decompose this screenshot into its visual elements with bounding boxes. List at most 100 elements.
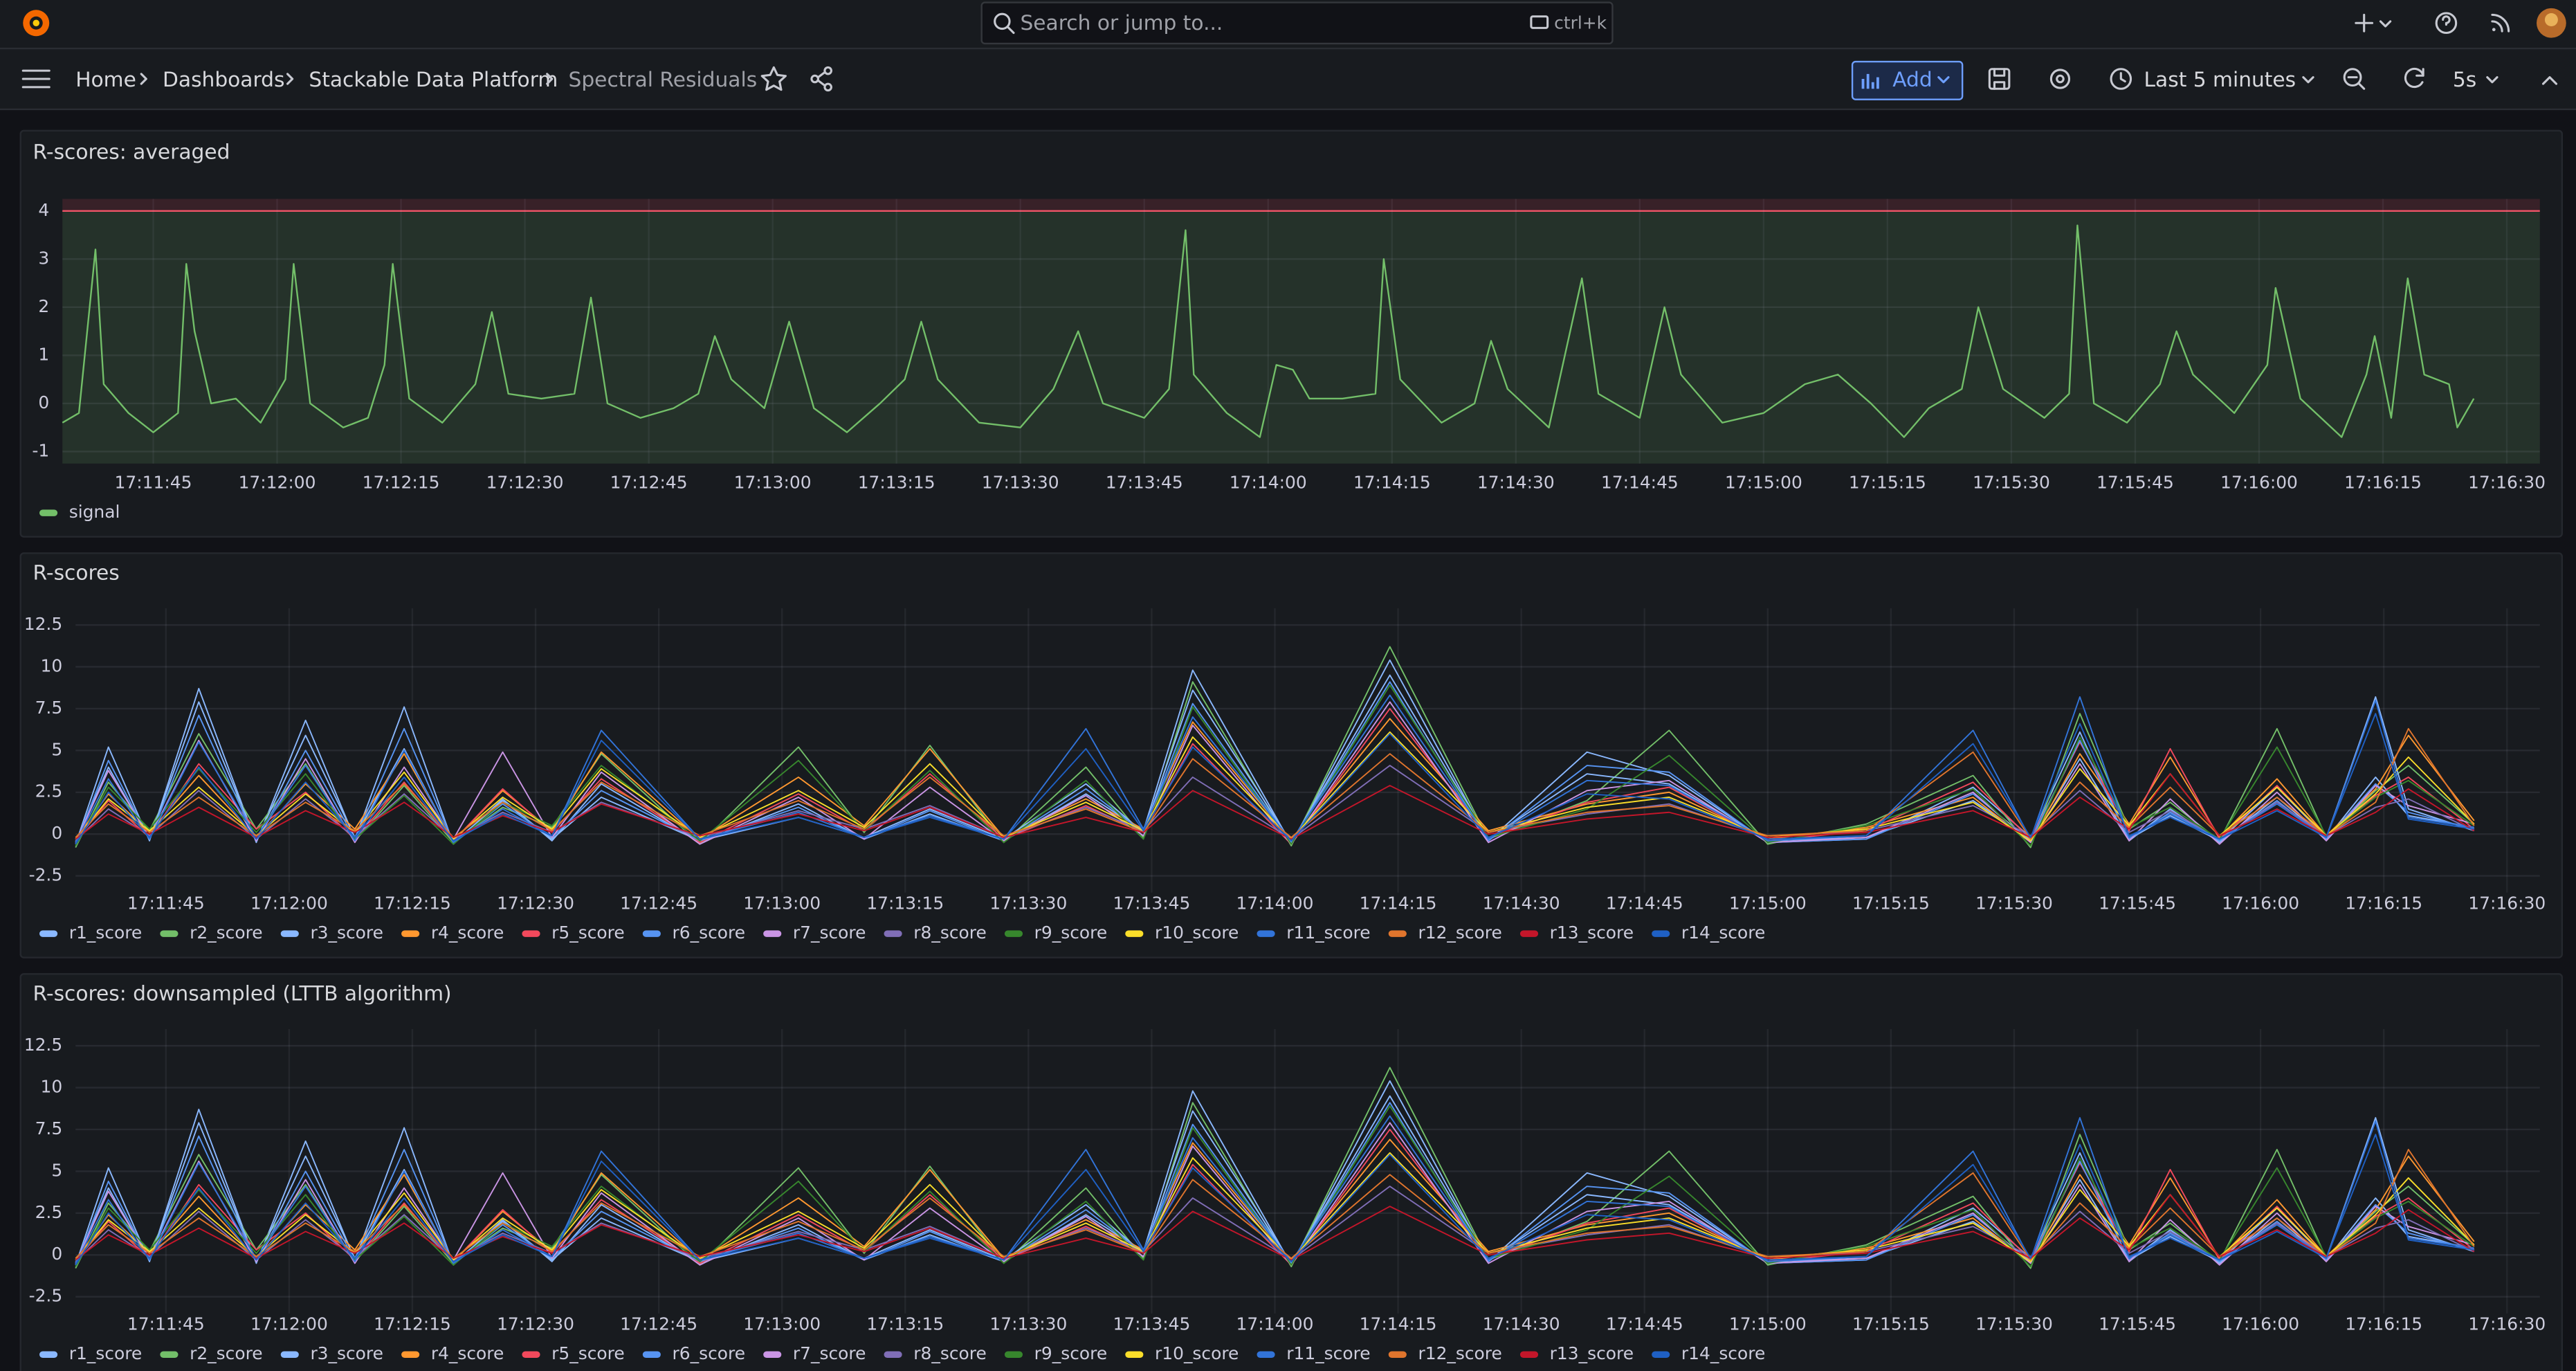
legend-label[interactable]: r1_score (69, 923, 143, 943)
breadcrumb[interactable]: Home (75, 67, 136, 91)
x-tick-label: 17:12:45 (620, 1314, 697, 1334)
breadcrumb[interactable]: Dashboards (163, 67, 284, 91)
search-box[interactable]: Search or jump to... ctrl+k (980, 1, 1614, 45)
legend-swatch[interactable] (1257, 1351, 1275, 1358)
x-tick-label: 17:12:15 (374, 1314, 451, 1334)
panel-title: R-scores (33, 560, 119, 584)
legend-label[interactable]: r14_score (1681, 1343, 1765, 1363)
legend-swatch[interactable] (280, 1351, 299, 1358)
legend-label[interactable]: r3_score (310, 923, 383, 943)
legend-swatch[interactable] (401, 930, 420, 937)
legend-label[interactable]: r4_score (431, 923, 504, 943)
legend-swatch[interactable] (1519, 1351, 1539, 1358)
legend-swatch[interactable] (160, 930, 179, 937)
legend-label[interactable]: r2_score (190, 923, 263, 943)
series-line (75, 713, 2474, 845)
logo[interactable] (23, 10, 50, 37)
legend-label[interactable]: r8_score (913, 923, 987, 943)
legend-swatch[interactable] (401, 1351, 420, 1358)
series-line (75, 1115, 2474, 1264)
legend-label[interactable]: r10_score (1155, 1343, 1239, 1363)
legend-swatch[interactable] (39, 509, 58, 516)
series-line (75, 765, 2475, 842)
legend-label[interactable]: r3_score (310, 1343, 383, 1363)
legend-label[interactable]: r6_score (673, 1343, 746, 1363)
menu-button[interactable] (21, 69, 51, 89)
legend-label[interactable]: r13_score (1550, 1343, 1634, 1363)
top-icons[interactable] (2355, 8, 2566, 38)
x-tick-label: 17:15:00 (1729, 893, 1807, 913)
legend-label[interactable]: r5_score (551, 923, 625, 943)
legend-swatch[interactable] (1519, 930, 1539, 937)
x-tick-label: 17:16:15 (2344, 472, 2422, 492)
y-tick-label: 0 (51, 1244, 62, 1264)
legend-swatch[interactable] (160, 1351, 179, 1358)
legend-label[interactable]: r7_score (793, 923, 866, 943)
series-line (75, 1138, 2475, 1264)
x-tick-label: 17:13:30 (989, 1314, 1067, 1334)
legend-swatch[interactable] (642, 930, 661, 937)
legend-label[interactable]: r12_score (1418, 1343, 1501, 1363)
legend-swatch[interactable] (522, 1351, 540, 1358)
legend-swatch[interactable] (1004, 1351, 1023, 1358)
legend-label[interactable]: r10_score (1155, 923, 1239, 943)
legend-label[interactable]: r9_score (1034, 1343, 1108, 1363)
series-line (75, 1149, 2475, 1261)
y-tick-label: 12.5 (24, 1035, 62, 1055)
legend-swatch[interactable] (763, 930, 782, 937)
legend-swatch[interactable] (39, 1351, 58, 1358)
legend-swatch[interactable] (1388, 930, 1407, 937)
legend-swatch[interactable] (1652, 930, 1670, 937)
x-tick-label: 17:15:45 (2099, 893, 2176, 913)
breadcrumb[interactable]: Stackable Data Platform (309, 67, 558, 91)
legend-swatch[interactable] (1388, 1351, 1407, 1358)
legend-swatch[interactable] (884, 930, 902, 937)
legend-swatch[interactable] (280, 930, 299, 937)
x-tick-label: 17:13:30 (982, 472, 1059, 492)
series-line (62, 224, 2475, 438)
y-tick-label: -2.5 (29, 865, 63, 885)
legend-swatch[interactable] (1257, 930, 1275, 937)
legend-label[interactable]: r14_score (1681, 923, 1765, 943)
legend-swatch[interactable] (522, 930, 540, 937)
legend-label[interactable]: r11_score (1286, 1343, 1370, 1363)
threshold-region (62, 210, 2540, 464)
legend-swatch[interactable] (1004, 930, 1023, 937)
legend-label[interactable]: r13_score (1550, 923, 1634, 943)
legend-label[interactable]: r6_score (673, 923, 746, 943)
legend-label[interactable]: r2_score (190, 1343, 263, 1363)
legend-label[interactable]: r5_score (551, 1343, 625, 1363)
y-tick-label: 2.5 (35, 781, 63, 801)
legend-swatch[interactable] (1125, 1351, 1144, 1358)
legend-label[interactable]: r11_score (1286, 923, 1370, 943)
legend-label[interactable]: signal (69, 502, 120, 522)
refresh-interval[interactable]: 5s (2453, 67, 2476, 91)
legend-label[interactable]: r7_score (793, 1343, 866, 1363)
x-tick-label: 17:14:15 (1360, 1314, 1437, 1334)
y-tick-label: 4 (38, 200, 49, 220)
y-tick-label: 0 (38, 392, 49, 412)
legend-label[interactable]: r9_score (1034, 923, 1108, 943)
legend-label[interactable]: r1_score (69, 1343, 143, 1363)
legend-swatch[interactable] (642, 1351, 661, 1358)
legend-label[interactable]: r8_score (913, 1343, 987, 1363)
legend-swatch[interactable] (39, 930, 58, 937)
add-button[interactable]: Add (1851, 60, 1964, 100)
y-tick-label: 1 (38, 344, 49, 364)
legend-swatch[interactable] (1125, 930, 1144, 937)
legend-label[interactable]: r4_score (431, 1343, 504, 1363)
breadcrumbs: Home Dashboards Stackable Data Platform Spe… (75, 67, 757, 91)
x-tick-label: 17:15:30 (1973, 472, 2050, 492)
x-tick-label: 17:16:30 (2468, 472, 2546, 492)
legend-swatch[interactable] (1652, 1351, 1670, 1358)
y-tick-label: 3 (38, 248, 49, 268)
dashboard-actions[interactable] (760, 66, 832, 92)
legend-swatch[interactable] (763, 1351, 782, 1358)
y-tick-label: 10 (41, 655, 63, 675)
legend-label[interactable]: r12_score (1418, 923, 1501, 943)
breadcrumb-separator (546, 73, 554, 85)
time-range[interactable]: Last 5 minutes (2144, 67, 2296, 91)
toolbar-icons[interactable]: Last 5 minutes 5s (1988, 67, 2558, 91)
legend-swatch[interactable] (884, 1351, 902, 1358)
y-tick-label: -2.5 (29, 1286, 63, 1306)
